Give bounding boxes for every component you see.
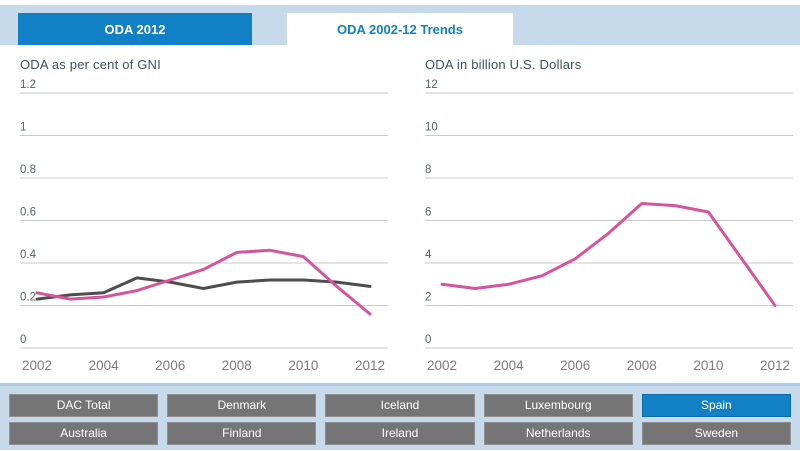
y-tick-label: 0.2 xyxy=(20,292,36,304)
y-tick-label: 6 xyxy=(425,207,431,219)
y-tick-label: 0 xyxy=(20,334,26,346)
x-tick-label: 2002 xyxy=(427,358,457,373)
tab-oda-2012-label: ODA 2012 xyxy=(104,21,166,37)
x-tick-label: 2004 xyxy=(89,358,120,373)
x-tick-label: 2004 xyxy=(494,358,525,373)
usd-chart-plot: 12 10 8 6 4 2 0 2002 2004 2006 2008 2010 2012 xyxy=(425,79,793,373)
y-tick-label: 0.6 xyxy=(20,207,36,219)
gni-chart: ODA as per cent of GNI 1.2 1 0.8 0.6 0.4 0.2 0… xyxy=(20,57,388,379)
tab-oda-trends[interactable]: ODA 2002-12 Trends xyxy=(287,13,513,45)
country-button-sweden[interactable]: Sweden xyxy=(641,422,791,445)
gni-chart-title: ODA as per cent of GNI xyxy=(20,57,161,72)
y-tick-label: 0.4 xyxy=(20,249,37,261)
x-tick-label: 2008 xyxy=(627,358,657,373)
y-tick-label: 8 xyxy=(425,164,431,176)
x-tick-label: 2010 xyxy=(693,358,723,373)
series-line-spain xyxy=(35,248,372,316)
usd-chart: ODA in billion U.S. Dollars 12 10 8 6 4 2 0 200… xyxy=(425,57,793,379)
footer: DAC Total Denmark Iceland Luxembourg Spain Au… xyxy=(0,383,800,450)
y-tick-label: 2 xyxy=(425,292,431,304)
y-tick-label: 1.2 xyxy=(20,79,36,91)
x-tick-label: 2002 xyxy=(22,358,52,373)
tab-oda-trends-label: ODA 2002-12 Trends xyxy=(337,21,463,37)
gni-chart-plot: 1.2 1 0.8 0.6 0.4 0.2 0 2002 2004 2006 2008 2010 201… xyxy=(20,79,388,373)
y-tick-label: 12 xyxy=(425,79,438,91)
country-button-spain[interactable]: Spain xyxy=(641,394,791,417)
x-tick-label: 2010 xyxy=(288,358,318,373)
country-button-iceland[interactable]: Iceland xyxy=(325,394,475,417)
y-tick-label: 0.8 xyxy=(20,164,36,176)
country-button-dac-total[interactable]: DAC Total xyxy=(9,394,159,417)
country-button-netherlands[interactable]: Netherlands xyxy=(483,422,633,445)
y-tick-label: 4 xyxy=(425,249,432,261)
tab-oda-2012[interactable]: ODA 2012 xyxy=(18,13,252,45)
country-button-ireland[interactable]: Ireland xyxy=(325,422,475,445)
charts-area: ODA as per cent of GNI 1.2 1 0.8 0.6 0.4 0.2 0… xyxy=(0,45,800,383)
country-button-australia[interactable]: Australia xyxy=(9,422,159,445)
country-button-luxembourg[interactable]: Luxembourg xyxy=(483,394,633,417)
top-strip xyxy=(0,0,800,5)
x-tick-label: 2008 xyxy=(222,358,252,373)
series-line-dac-total xyxy=(35,276,372,301)
country-buttons: DAC Total Denmark Iceland Luxembourg Spain Au… xyxy=(0,386,800,451)
series-line-spain xyxy=(440,202,777,307)
usd-chart-title: ODA in billion U.S. Dollars xyxy=(425,57,582,72)
tab-bar: ODA 2012 ODA 2002-12 Trends xyxy=(0,5,800,45)
country-button-finland[interactable]: Finland xyxy=(167,422,317,445)
y-tick-label: 0 xyxy=(425,334,431,346)
x-tick-label: 2012 xyxy=(355,358,385,373)
y-tick-label: 1 xyxy=(20,122,26,134)
country-button-denmark[interactable]: Denmark xyxy=(167,394,317,417)
x-tick-label: 2012 xyxy=(760,358,790,373)
x-tick-label: 2006 xyxy=(155,358,185,373)
y-tick-label: 10 xyxy=(425,122,438,134)
x-tick-label: 2006 xyxy=(560,358,590,373)
